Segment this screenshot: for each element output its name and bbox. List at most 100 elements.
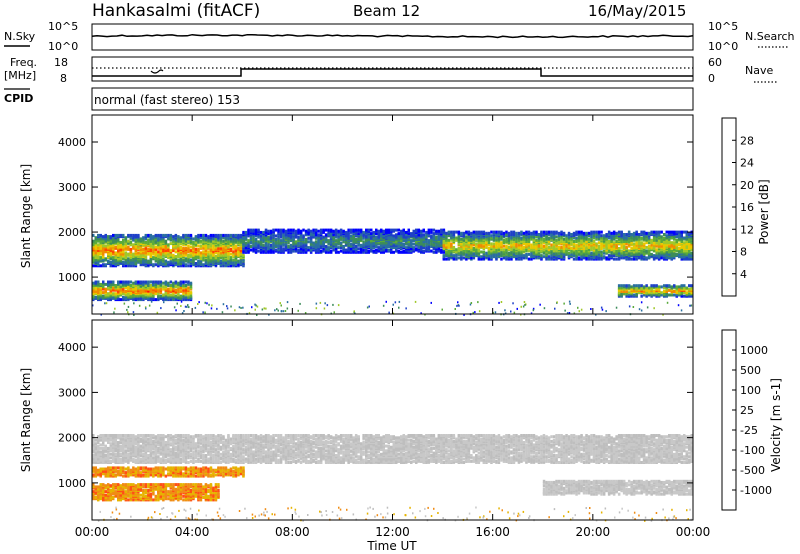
data-cell bbox=[472, 230, 476, 234]
data-cell bbox=[104, 250, 107, 254]
data-cell bbox=[229, 252, 233, 256]
data-cell bbox=[133, 314, 135, 316]
data-cell bbox=[154, 245, 158, 249]
data-cell bbox=[450, 242, 453, 246]
data-cell bbox=[520, 250, 523, 254]
data-cell bbox=[114, 251, 117, 255]
data-cell bbox=[450, 249, 453, 253]
data-cell bbox=[324, 245, 328, 248]
data-cell bbox=[294, 249, 298, 253]
data-cell bbox=[685, 286, 688, 290]
data-cell bbox=[294, 229, 298, 233]
data-cell bbox=[545, 230, 548, 234]
data-cell bbox=[139, 237, 143, 241]
data-cell bbox=[497, 233, 501, 236]
data-cell bbox=[442, 230, 446, 234]
data-cell bbox=[314, 230, 318, 234]
data-cell bbox=[179, 286, 183, 290]
data-cell bbox=[317, 243, 320, 247]
data-cell bbox=[242, 306, 244, 309]
data-cell bbox=[592, 236, 596, 240]
data-cell bbox=[467, 235, 471, 239]
data-cell bbox=[445, 257, 448, 261]
data-cell bbox=[142, 280, 145, 284]
data-cell bbox=[122, 280, 125, 284]
data-cell bbox=[247, 228, 250, 232]
data-cell bbox=[547, 245, 551, 249]
data-cell bbox=[132, 252, 135, 256]
data-cell bbox=[420, 239, 423, 243]
data-cell bbox=[417, 233, 420, 237]
data-cell bbox=[232, 260, 235, 264]
data-cell bbox=[525, 252, 528, 256]
data-cell bbox=[435, 245, 438, 248]
data-cell bbox=[657, 241, 661, 245]
data-cell bbox=[670, 251, 673, 255]
data-cell bbox=[515, 234, 518, 238]
data-cell bbox=[332, 229, 335, 233]
data-cell bbox=[430, 230, 433, 234]
data-cell bbox=[327, 246, 330, 250]
data-cell bbox=[94, 264, 97, 268]
data-cell bbox=[337, 229, 340, 233]
data-cell bbox=[555, 238, 558, 242]
data-cell bbox=[395, 246, 398, 250]
data-cell bbox=[104, 247, 107, 251]
data-cell bbox=[645, 235, 648, 239]
data-cell bbox=[572, 251, 576, 255]
data-cell bbox=[362, 242, 365, 246]
data-cell bbox=[440, 240, 443, 244]
data-cell bbox=[495, 233, 498, 236]
data-cell bbox=[627, 230, 631, 234]
data-cell bbox=[97, 287, 100, 291]
data-cell bbox=[144, 233, 148, 237]
data-cell bbox=[314, 233, 318, 237]
data-cell bbox=[435, 235, 438, 239]
data-cell bbox=[487, 243, 491, 247]
data-cell bbox=[575, 249, 578, 253]
data-cell bbox=[262, 243, 265, 247]
data-cell bbox=[359, 249, 363, 253]
data-cell bbox=[172, 287, 175, 291]
data-cell bbox=[510, 243, 513, 247]
data-cell bbox=[668, 230, 671, 234]
data-cell bbox=[510, 233, 513, 236]
data-cell bbox=[117, 285, 120, 289]
data-cell bbox=[502, 248, 506, 252]
data-cell bbox=[177, 287, 180, 291]
data-cell bbox=[592, 240, 596, 243]
data-cell bbox=[177, 258, 180, 262]
data-cell bbox=[515, 231, 518, 235]
data-cell bbox=[217, 246, 220, 250]
data-cell bbox=[319, 230, 323, 234]
data-cell bbox=[319, 236, 323, 240]
data-cell bbox=[289, 228, 293, 232]
data-cell bbox=[208, 303, 210, 306]
data-cell bbox=[462, 231, 466, 235]
data-cell bbox=[462, 247, 466, 250]
data-cell bbox=[127, 264, 130, 268]
data-cell bbox=[690, 251, 693, 255]
data-cell bbox=[147, 292, 150, 296]
data-cell bbox=[683, 284, 686, 288]
data-cell bbox=[505, 244, 508, 248]
data-cell bbox=[462, 243, 466, 247]
data-cell bbox=[112, 292, 115, 296]
data-cell bbox=[202, 236, 205, 240]
data-cell bbox=[107, 245, 110, 249]
data-cell bbox=[585, 243, 588, 247]
data-cell bbox=[602, 234, 606, 238]
data-cell bbox=[322, 228, 325, 232]
data-cell bbox=[292, 230, 295, 234]
data-cell bbox=[129, 284, 133, 287]
data-cell bbox=[132, 311, 135, 314]
data-cell bbox=[294, 247, 298, 251]
data-cell bbox=[167, 247, 170, 251]
data-cell bbox=[552, 247, 556, 250]
data-cell bbox=[660, 242, 663, 246]
data-cell bbox=[209, 233, 213, 237]
data-cell bbox=[147, 242, 150, 246]
data-cell bbox=[144, 237, 148, 241]
data-cell bbox=[652, 230, 656, 234]
data-cell bbox=[507, 231, 511, 235]
